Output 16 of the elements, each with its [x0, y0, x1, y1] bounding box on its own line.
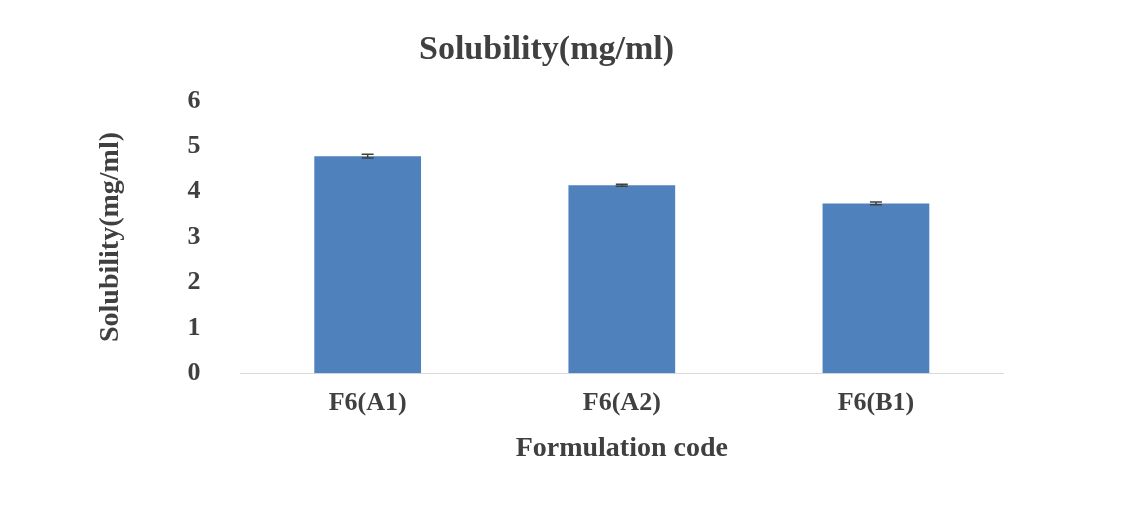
bar	[314, 156, 422, 374]
y-tick-label: 3	[187, 220, 201, 250]
x-tick-label: F6(A2)	[582, 386, 661, 416]
y-tick-label: 5	[187, 129, 201, 159]
bar	[568, 185, 676, 374]
y-axis-title: Solubility(mg/ml)	[93, 131, 125, 343]
y-tick-label: 1	[187, 311, 201, 341]
y-tick-label: 4	[187, 175, 201, 205]
chart-title: Solubility(mg/ml)	[418, 29, 675, 68]
bar	[822, 203, 930, 374]
y-tick-label: 2	[187, 266, 201, 296]
x-tick-label: F6(A1)	[328, 386, 407, 416]
x-tick-label: F6(B1)	[837, 386, 915, 416]
y-tick-label: 6	[187, 84, 201, 114]
x-axis-title: Formulation code	[515, 431, 728, 463]
y-tick-label: 0	[187, 356, 201, 386]
